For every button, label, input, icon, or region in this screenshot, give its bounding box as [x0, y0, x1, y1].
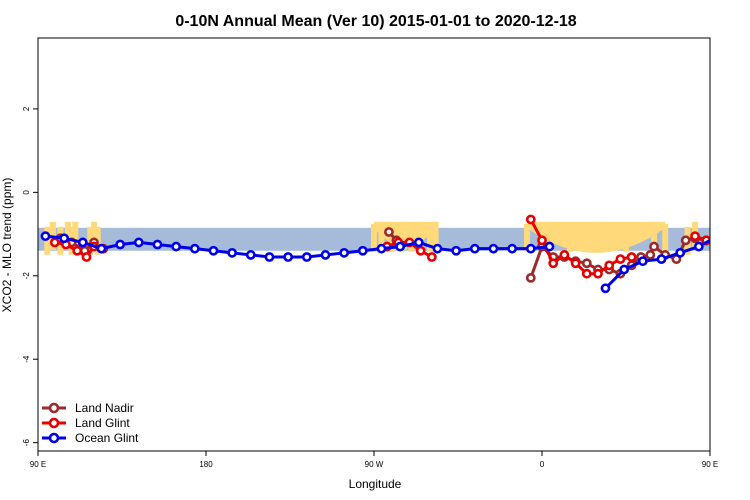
series-point-land-glint — [690, 231, 700, 242]
land-patch — [427, 223, 433, 252]
series-line-ocean-glint — [45, 234, 550, 259]
chart-title: 0-10N Annual Mean (Ver 10) 2015-01-01 to… — [175, 13, 576, 30]
series-point-land-glint — [604, 260, 615, 271]
series-point-ocean-glint — [301, 252, 312, 262]
land-patch — [662, 223, 669, 252]
series-point-ocean-glint — [227, 247, 238, 258]
series-point-ocean-glint — [245, 250, 256, 260]
series-point-ocean-glint — [133, 237, 144, 248]
series-point-ocean-glint — [59, 233, 70, 244]
series-point-land-glint — [570, 258, 581, 269]
series-point-ocean-glint — [283, 252, 294, 262]
land-patch — [72, 221, 79, 250]
y-axis: 2 0 -2 -4 -6 — [22, 106, 38, 446]
land-patch — [44, 226, 51, 255]
series-point-land-nadir — [384, 227, 394, 237]
legend-label-ocean-glint: Ocean Glint — [75, 431, 139, 445]
series-point-land-nadir — [645, 250, 656, 260]
series-point-land-glint — [537, 235, 547, 246]
x-tick-label: 0 — [540, 460, 545, 469]
land-continent — [527, 221, 666, 253]
series-point-ocean-glint — [525, 243, 536, 254]
y-tick-label: 2 — [22, 106, 31, 111]
series-point-land-glint — [426, 252, 437, 262]
series-point-ocean-glint — [637, 256, 648, 267]
series-point-ocean-glint — [488, 243, 499, 254]
series-point-ocean-glint — [395, 241, 406, 252]
series-point-land-nadir — [581, 258, 592, 269]
y-tick-label: -6 — [22, 439, 31, 447]
series-point-land-glint — [593, 268, 603, 279]
series-point-ocean-glint — [675, 247, 686, 258]
series-point-ocean-glint — [451, 245, 462, 256]
series-point-land-nadir — [525, 272, 536, 283]
series-point-ocean-glint — [619, 264, 630, 275]
series-ocean-glint — [40, 231, 710, 294]
land-patch — [91, 221, 97, 250]
series-point-ocean-glint — [693, 241, 704, 252]
series-point-land-glint — [525, 214, 536, 225]
series-point-land-glint — [626, 252, 637, 262]
series-point-land-glint — [72, 245, 83, 256]
legend-marker-land-glint — [48, 417, 60, 429]
y-axis-label: XCO2 - MLO trend (ppm) — [0, 178, 14, 313]
land-patch — [371, 223, 377, 252]
plot-inner — [38, 214, 710, 294]
legend-label-land-nadir: Land Nadir — [75, 401, 134, 415]
series-point-ocean-glint — [413, 237, 424, 248]
x-tick-label: 180 — [199, 460, 213, 469]
series-point-ocean-glint — [320, 250, 331, 260]
series-point-ocean-glint — [600, 283, 611, 294]
legend-marker-land-nadir — [48, 402, 60, 414]
series-point-ocean-glint — [264, 252, 275, 262]
x-tick-label: 90 W — [365, 460, 384, 469]
series-point-ocean-glint — [469, 243, 480, 254]
legend-marker-ocean-glint — [48, 432, 60, 444]
series-point-ocean-glint — [77, 237, 88, 248]
land-patch — [651, 221, 657, 250]
y-tick-label: 0 — [22, 190, 31, 195]
x-axis-label: Longitude — [349, 477, 402, 491]
legend-label-land-glint: Land Glint — [75, 416, 130, 430]
series-point-land-nadir — [680, 235, 691, 246]
series-point-land-glint — [81, 252, 92, 262]
series-point-ocean-glint — [544, 241, 555, 252]
series-point-ocean-glint — [189, 243, 200, 254]
series-point-ocean-glint — [171, 241, 182, 252]
series-point-land-glint — [415, 245, 426, 256]
series-point-ocean-glint — [152, 239, 163, 250]
y-tick-label: -2 — [22, 272, 31, 280]
series-point-land-glint — [615, 254, 626, 265]
y-tick-label: -4 — [22, 355, 31, 363]
series-point-ocean-glint — [656, 254, 667, 265]
series-line-land-glint — [529, 218, 632, 276]
series-point-ocean-glint — [339, 247, 350, 258]
series-point-ocean-glint — [40, 231, 51, 242]
series-point-ocean-glint — [208, 245, 219, 256]
plot-area — [38, 214, 710, 294]
land-patch — [432, 221, 439, 250]
series-point-land-nadir — [649, 241, 659, 252]
land-patch — [524, 223, 531, 252]
series-point-ocean-glint — [115, 239, 126, 250]
series-point-land-glint — [581, 268, 592, 279]
series-point-ocean-glint — [432, 243, 443, 254]
x-tick-label: 90 E — [30, 460, 46, 469]
series-point-ocean-glint — [357, 245, 368, 256]
series-point-ocean-glint — [376, 243, 387, 254]
x-tick-label: 90 E — [702, 460, 718, 469]
series-line-ocean-glint — [604, 238, 710, 290]
series-point-land-glint — [49, 237, 60, 248]
series-point-ocean-glint — [507, 243, 518, 254]
series-point-land-glint — [548, 258, 559, 269]
x-axis: 90 E 180 90 W 0 90 E — [30, 451, 718, 469]
series-point-ocean-glint — [96, 243, 107, 254]
series-point-land-glint — [559, 250, 570, 260]
